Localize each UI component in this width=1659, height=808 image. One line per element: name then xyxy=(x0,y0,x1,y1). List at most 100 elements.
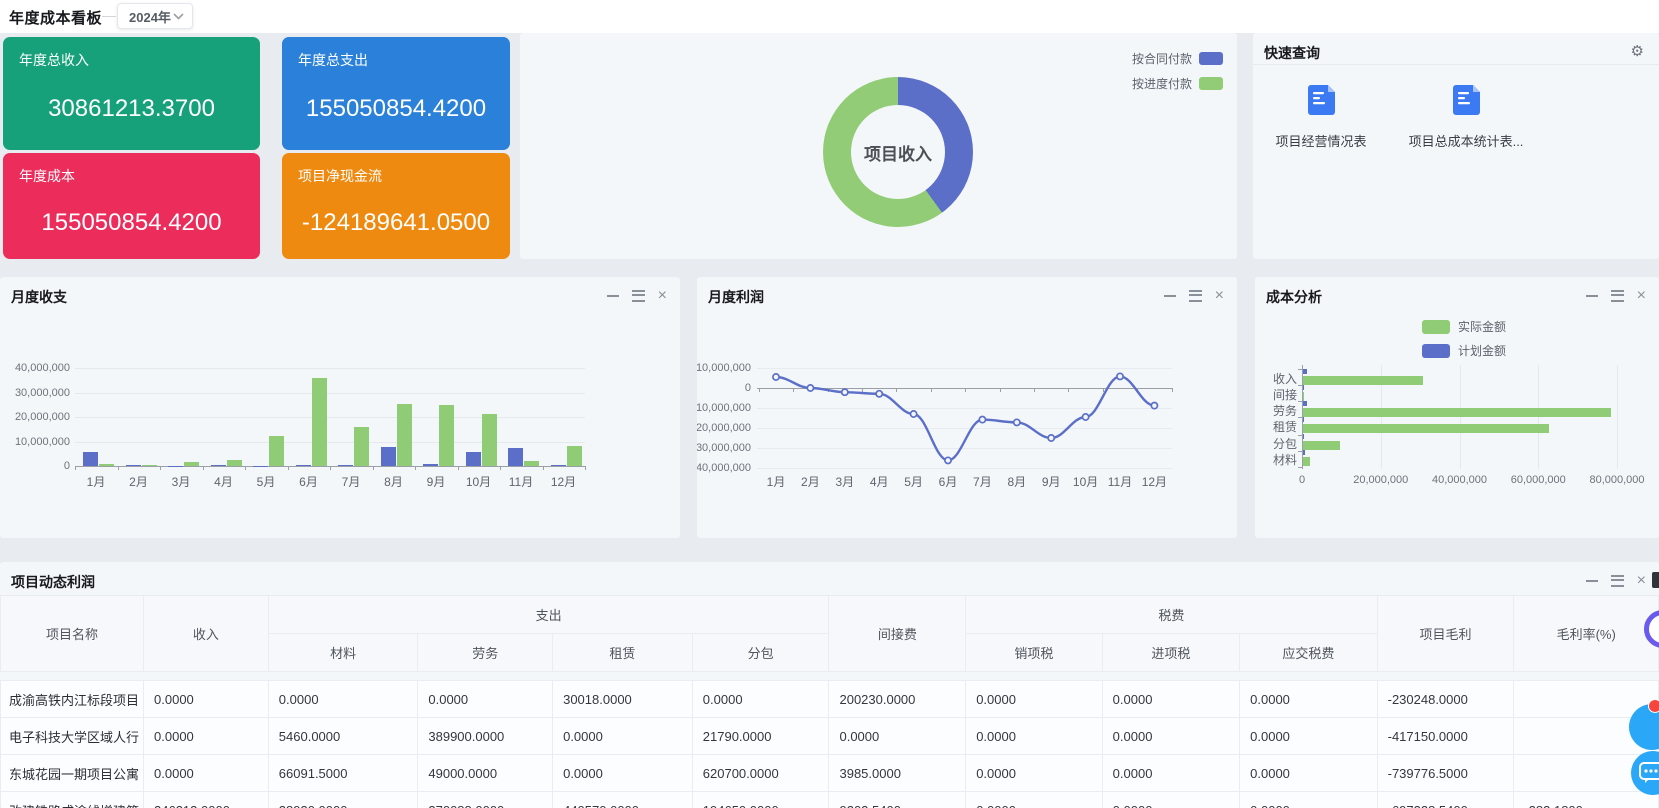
bar-green[interactable] xyxy=(184,462,199,466)
menu-icon[interactable] xyxy=(1188,290,1202,302)
col-header-income: 收入 xyxy=(143,595,269,672)
bar-green[interactable] xyxy=(566,446,582,466)
chat-bubble-icon xyxy=(1639,762,1659,789)
minimize-icon[interactable] xyxy=(1585,575,1598,587)
legend-item[interactable]: 按进度付款 xyxy=(1132,75,1223,92)
bar-plan[interactable] xyxy=(1303,369,1307,374)
bar-blue[interactable] xyxy=(338,465,353,466)
legend-item[interactable]: 计划金额 xyxy=(1422,342,1506,359)
close-icon[interactable]: × xyxy=(657,287,667,304)
cell-value: 28930.0000 xyxy=(267,791,419,808)
panel-title: 项目动态利润 xyxy=(11,574,95,590)
line-point[interactable] xyxy=(772,373,780,381)
bar-blue[interactable] xyxy=(210,465,226,466)
legend-swatch xyxy=(1199,77,1223,90)
line-point[interactable] xyxy=(1081,413,1090,421)
table-row[interactable]: 成渝高铁内江标段项目 0.0000 0.0000 0.0000 30018.0000 0.… xyxy=(0,680,1659,718)
donut-hole: 项目收入 xyxy=(851,105,945,199)
minimize-icon[interactable] xyxy=(606,290,619,302)
bar-plan[interactable] xyxy=(1303,450,1305,455)
axis-tick xyxy=(500,466,501,470)
bar-blue[interactable] xyxy=(508,447,523,466)
table-row[interactable]: 电子科技大学区域人行 0.0000 5460.0000 389900.0000 0.00… xyxy=(0,717,1659,755)
cell-value: 194650.0000 xyxy=(691,791,830,808)
bar-blue[interactable] xyxy=(295,464,311,466)
bar-blue[interactable] xyxy=(83,451,98,466)
category-label: 劳务 xyxy=(1272,404,1297,418)
axis-tick xyxy=(1034,388,1035,392)
bar-blue[interactable] xyxy=(423,463,438,466)
menu-icon[interactable] xyxy=(1610,290,1624,302)
menu-icon[interactable] xyxy=(1610,575,1624,587)
bar-green[interactable] xyxy=(396,404,412,466)
group-header-tax: 税费 xyxy=(965,595,1378,634)
bar-plan[interactable] xyxy=(1303,401,1308,406)
income-donut[interactable]: 项目收入 xyxy=(823,77,973,227)
minimize-icon[interactable] xyxy=(1585,290,1598,302)
legend-item[interactable]: 按合同付款 xyxy=(1132,50,1223,67)
line-point[interactable] xyxy=(944,456,952,465)
bar-actual[interactable] xyxy=(1303,392,1304,401)
line-point[interactable] xyxy=(1047,434,1056,442)
bar-blue[interactable] xyxy=(125,465,141,466)
bar-green[interactable] xyxy=(226,460,242,466)
close-icon[interactable]: × xyxy=(1636,572,1646,589)
line-point[interactable] xyxy=(840,388,849,397)
col-header-gross-profit: 项目毛利 xyxy=(1376,595,1515,672)
quick-query-item-report1[interactable]: 项目经营情况表 xyxy=(1265,85,1377,150)
line-point[interactable] xyxy=(978,415,987,424)
close-icon[interactable]: × xyxy=(1214,287,1224,304)
axis-tick xyxy=(896,388,898,392)
line-point[interactable] xyxy=(1012,418,1021,427)
quick-query-item-report2[interactable]: 项目总成本统计表... xyxy=(1391,85,1541,150)
bar-actual[interactable] xyxy=(1303,457,1311,466)
kpi-card-net-cashflow[interactable]: 项目净现金流 -124189641.0500 xyxy=(282,153,510,259)
y-axis-label: 40,000,000 xyxy=(14,362,70,375)
bar-plan[interactable] xyxy=(1303,417,1304,422)
line-point[interactable] xyxy=(875,389,884,398)
bar-green[interactable] xyxy=(524,461,539,466)
table-row[interactable]: 改建铁路成渝线增建第246212.000028930.0000270088.00… xyxy=(0,791,1659,808)
bar-green[interactable] xyxy=(269,435,284,466)
cell-value: 9202.5400 xyxy=(828,791,967,808)
axis-tick xyxy=(117,466,119,470)
bar-blue[interactable] xyxy=(550,465,566,466)
year-select[interactable]: 2024年 xyxy=(117,3,193,29)
y-axis-label: 20,000,000 xyxy=(14,411,70,424)
cell-value: 389900.0000 xyxy=(417,717,554,755)
gear-icon[interactable]: ⚙ xyxy=(1630,43,1644,60)
bar-plan[interactable] xyxy=(1303,385,1304,390)
bar-green[interactable] xyxy=(481,414,497,466)
cell-value: 0.0000 xyxy=(1101,791,1241,808)
minimize-icon[interactable] xyxy=(1163,290,1176,302)
bar-actual[interactable] xyxy=(1303,441,1341,450)
chat-button[interactable] xyxy=(1631,751,1659,795)
line-point[interactable] xyxy=(1116,372,1124,381)
menu-icon[interactable] xyxy=(631,290,645,302)
bar-green[interactable] xyxy=(354,426,369,466)
edge-widget[interactable] xyxy=(1652,572,1659,588)
kpi-card-total-income[interactable]: 年度总收入 30861213.3700 xyxy=(3,37,260,150)
x-axis-label: 6月 xyxy=(938,475,958,489)
x-axis-label: 4月 xyxy=(214,475,233,489)
bar-actual[interactable] xyxy=(1303,424,1550,433)
bar-actual[interactable] xyxy=(1303,408,1611,417)
legend-swatch xyxy=(1199,52,1223,65)
x-axis-label: 3月 xyxy=(835,475,855,489)
kpi-card-annual-cost[interactable]: 年度成本 155050854.4200 xyxy=(3,153,260,259)
bar-actual[interactable] xyxy=(1303,376,1424,385)
legend-item[interactable]: 实际金额 xyxy=(1422,318,1506,335)
bar-green[interactable] xyxy=(99,464,114,466)
bar-blue[interactable] xyxy=(465,451,481,466)
bar-green[interactable] xyxy=(311,377,327,466)
close-icon[interactable]: × xyxy=(1636,287,1646,304)
cell-value: -283.1800 xyxy=(1513,791,1659,808)
table-row[interactable]: 东城花园一期项目公寓 0.0000 66091.5000 49000.0000 0.00… xyxy=(0,754,1659,792)
kpi-card-total-expense[interactable]: 年度总支出 155050854.4200 xyxy=(282,37,510,150)
bar-plan[interactable] xyxy=(1303,434,1305,439)
bar-green[interactable] xyxy=(141,465,157,466)
bar-blue[interactable] xyxy=(380,446,396,466)
col-header-indirect-fee: 间接费 xyxy=(828,595,967,672)
line-point[interactable] xyxy=(909,410,918,418)
bar-green[interactable] xyxy=(439,405,454,466)
